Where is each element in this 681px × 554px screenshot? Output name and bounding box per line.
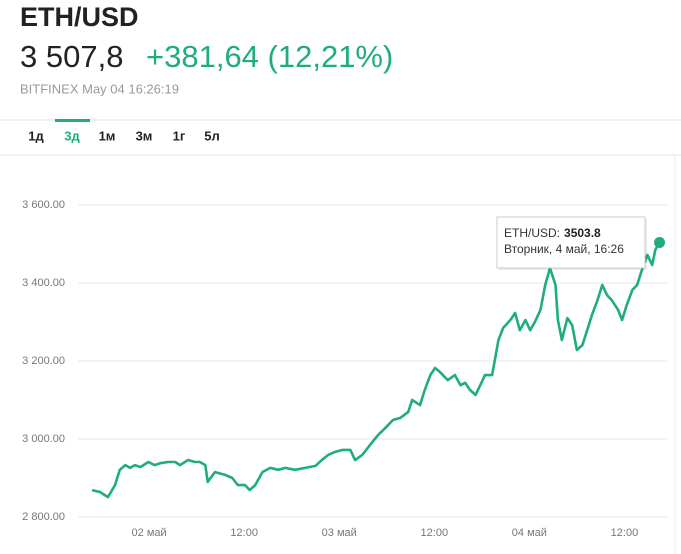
tab[interactable]: 1д xyxy=(28,128,44,143)
x-tick-label: 12:00 xyxy=(611,527,639,539)
price: 3 507,8 xyxy=(20,39,123,74)
last-point xyxy=(654,237,666,249)
price-line xyxy=(91,241,661,499)
y-tick-label: 2 800.00 xyxy=(22,511,65,523)
tab[interactable]: 5л xyxy=(204,128,220,143)
tab[interactable]: 1г xyxy=(173,128,186,143)
tabs: 1д 3д 1м 3м 1г 5л xyxy=(28,119,220,143)
x-tick-label: 12:00 xyxy=(230,527,258,539)
tooltip-value: 3503.8 xyxy=(564,226,601,240)
x-tick-label: 02 май xyxy=(132,527,167,539)
tab[interactable]: 1м xyxy=(99,128,116,143)
y-tick-label: 3 600.00 xyxy=(22,199,65,211)
tooltip xyxy=(496,216,646,269)
tab[interactable]: 3д xyxy=(64,128,80,143)
source: BITFINEX May 04 16:26:19 xyxy=(20,81,179,96)
title: ETH/USD xyxy=(20,2,139,32)
x-tick-label: 04 май xyxy=(512,527,547,539)
tooltip-label: ETH/USD: xyxy=(504,226,560,240)
y-tick-label: 3 400.00 xyxy=(22,277,65,289)
x-tick-label: 03 май xyxy=(322,527,357,539)
x-tick-label: 12:00 xyxy=(421,527,449,539)
plot: ETH/USD: 3503.8 Вторник, 4 май, 16:26 xyxy=(91,216,666,499)
grid: 2 800.00 3 000.00 3 200.00 3 400.00 3 600.00… xyxy=(22,199,668,539)
tab[interactable]: 3м xyxy=(136,128,153,143)
y-tick-label: 3 000.00 xyxy=(22,433,65,445)
active-tab-bar xyxy=(55,119,90,122)
change: +381,64 (12,21%) xyxy=(146,39,393,74)
y-tick-label: 3 200.00 xyxy=(22,355,65,367)
tooltip-date: Вторник, 4 май, 16:26 xyxy=(504,242,624,256)
